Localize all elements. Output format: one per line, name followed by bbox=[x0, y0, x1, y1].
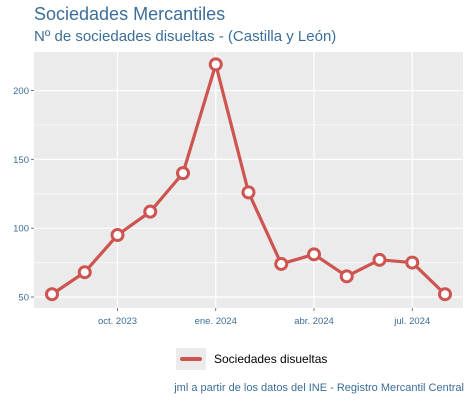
y-tick-label: 100 bbox=[13, 224, 29, 235]
data-point bbox=[241, 185, 256, 200]
data-point bbox=[307, 247, 321, 262]
data-point bbox=[208, 57, 223, 72]
chart-subtitle: Nº de sociedades disueltas - (Castilla y… bbox=[34, 28, 337, 45]
data-point bbox=[405, 255, 420, 270]
legend-line-swatch bbox=[180, 357, 202, 361]
data-point bbox=[176, 166, 190, 181]
legend: Sociedades disueltas bbox=[176, 348, 327, 370]
y-tick-label: 200 bbox=[13, 86, 29, 97]
y-tick-label: 50 bbox=[18, 292, 29, 303]
x-tick-label: abr. 2024 bbox=[294, 316, 334, 327]
data-point bbox=[45, 287, 59, 302]
data-point bbox=[110, 228, 125, 243]
data-point bbox=[339, 269, 354, 284]
x-tick-label: oct. 2023 bbox=[98, 316, 137, 327]
plot-panel bbox=[34, 52, 463, 308]
data-point bbox=[77, 265, 92, 280]
legend-key bbox=[176, 348, 206, 370]
source-caption: jml a partir de los datos del INE - Regi… bbox=[174, 382, 464, 394]
data-point bbox=[274, 256, 289, 271]
data-point bbox=[143, 204, 158, 219]
legend-label: Sociedades disueltas bbox=[214, 352, 328, 366]
data-point bbox=[372, 252, 387, 267]
chart-title: Sociedades Mercantiles bbox=[34, 4, 226, 24]
x-tick-label: ene. 2024 bbox=[195, 316, 237, 327]
data-point bbox=[438, 287, 452, 302]
x-tick-label: jul. 2024 bbox=[393, 316, 430, 327]
y-tick-label: 150 bbox=[13, 155, 29, 166]
